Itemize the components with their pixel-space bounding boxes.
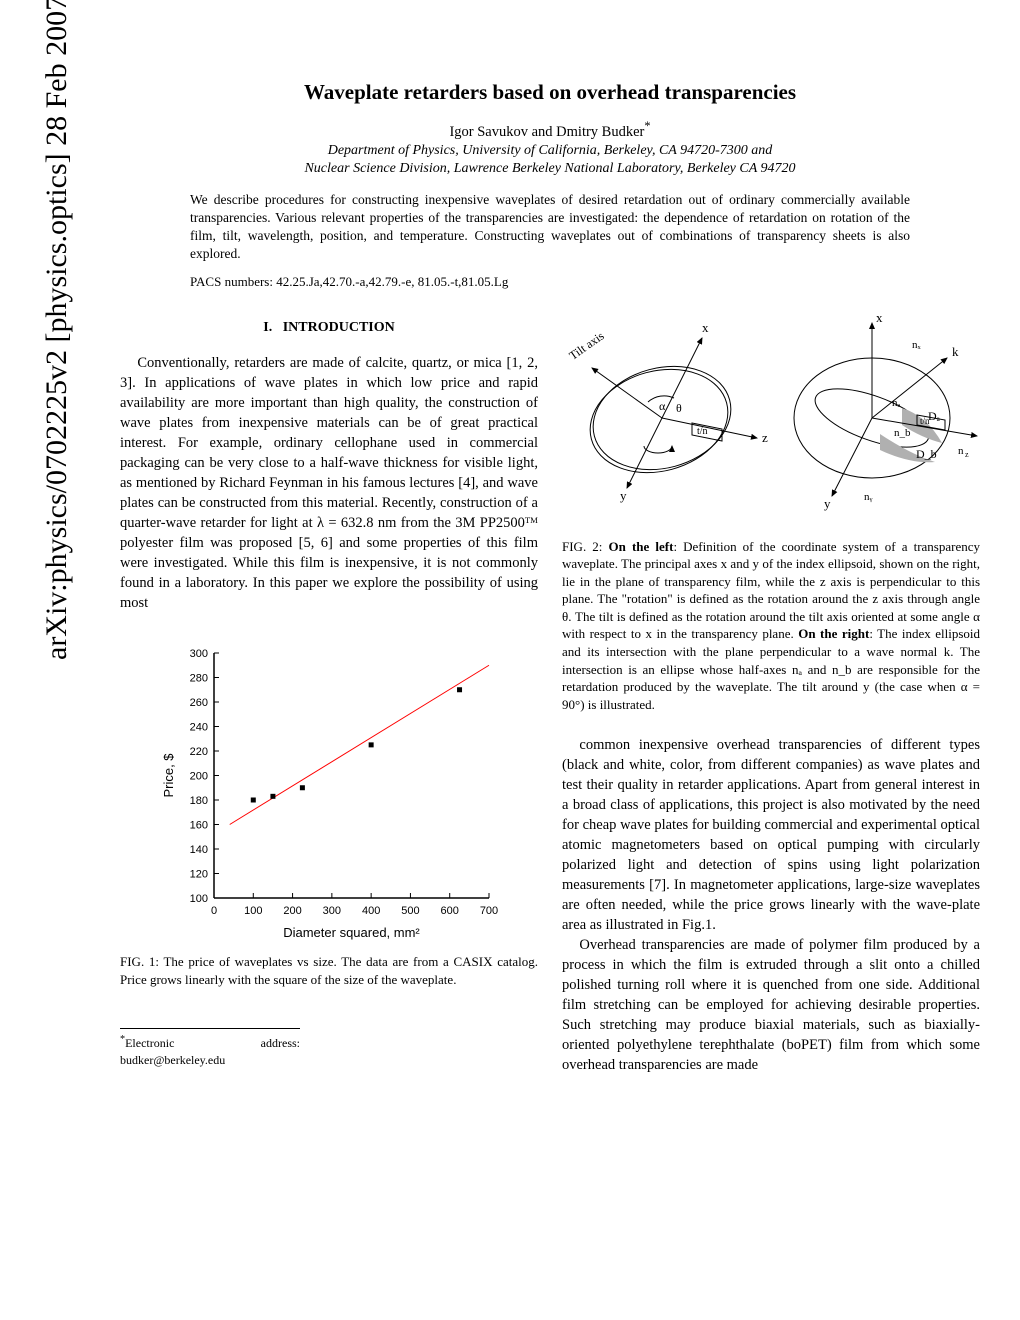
footnote: *Electronic address: budker@berkeley.edu (120, 1028, 300, 1068)
figure-1-caption: FIG. 1: The price of waveplates vs size.… (120, 953, 538, 988)
figure-1-chart: 1001201401601802002202402602803000100200… (159, 643, 499, 943)
svg-text:260: 260 (190, 697, 208, 709)
svg-text:600: 600 (441, 905, 459, 917)
section-title: INTRODUCTION (283, 320, 395, 335)
svg-text:y: y (824, 496, 831, 511)
author-names: Igor Savukov and Dmitry Budker (449, 124, 644, 140)
svg-text:t/n: t/n (920, 416, 930, 426)
pacs-numbers: PACS numbers: 42.25.Ja,42.70.-a,42.79.-e… (190, 274, 910, 290)
svg-text:Price, $: Price, $ (161, 753, 176, 798)
svg-text:Tilt axis: Tilt axis (566, 328, 606, 362)
section-1-heading: I. INTRODUCTION (120, 318, 538, 337)
svg-text:nᵧ: nᵧ (864, 491, 873, 503)
right-paragraph-2: Overhead transparencies are made of poly… (562, 935, 980, 1075)
svg-text:140: 140 (190, 844, 208, 856)
svg-text:160: 160 (190, 820, 208, 832)
svg-text:0: 0 (211, 905, 217, 917)
author-star: * (644, 119, 650, 133)
svg-text:180: 180 (190, 795, 208, 807)
paper-title: Waveplate retarders based on overhead tr… (120, 80, 980, 105)
footnote-text: Electronic address: budker@berkeley.edu (120, 1036, 300, 1067)
svg-text:120: 120 (190, 869, 208, 881)
authors: Igor Savukov and Dmitry Budker* (120, 119, 980, 141)
svg-text:200: 200 (190, 771, 208, 783)
affiliation-2: Nuclear Science Division, Lawrence Berke… (120, 161, 980, 177)
figure-2-diagram: xzyTilt axisαθt/nxzyknₓnᵧnznₐn_bDₐD_bt/n (562, 308, 980, 528)
fig2-cap-a: FIG. 2: (562, 539, 609, 554)
two-column-body: I. INTRODUCTION Conventionally, retarder… (120, 308, 980, 1075)
svg-text:700: 700 (480, 905, 498, 917)
svg-text:D_b: D_b (916, 447, 937, 461)
coordinate-ellipsoid-diagram: xzyTilt axisαθt/nxzyknₓnᵧnznₐn_bDₐD_bt/n (562, 308, 980, 528)
arxiv-id: arXiv:physics/0702225v2 [physics.optics]… (40, 0, 74, 660)
svg-text:k: k (952, 344, 959, 359)
svg-text:500: 500 (401, 905, 419, 917)
svg-text:300: 300 (190, 648, 208, 660)
svg-text:α: α (659, 399, 666, 413)
svg-text:200: 200 (283, 905, 301, 917)
svg-text:300: 300 (323, 905, 341, 917)
svg-text:n: n (958, 445, 964, 457)
abstract: We describe procedures for constructing … (190, 191, 910, 264)
svg-text:t/n: t/n (697, 426, 708, 437)
price-vs-size-chart: 1001201401601802002202402602803000100200… (159, 643, 499, 943)
svg-text:z: z (762, 430, 768, 445)
fig2-cap-b: On the left (609, 539, 674, 554)
affiliation-1: Department of Physics, University of Cal… (120, 143, 980, 159)
fig2-cap-d: On the right (798, 626, 869, 641)
svg-text:nₐ: nₐ (892, 397, 901, 409)
svg-text:Diameter squared, mm²: Diameter squared, mm² (283, 925, 420, 940)
svg-text:220: 220 (190, 746, 208, 758)
svg-text:100: 100 (244, 905, 262, 917)
svg-text:x: x (876, 310, 883, 325)
svg-text:x: x (702, 320, 709, 335)
svg-text:Dₐ: Dₐ (928, 409, 941, 423)
svg-text:280: 280 (190, 673, 208, 685)
figure-2-caption: FIG. 2: On the left: Definition of the c… (562, 538, 980, 713)
section-number: I. (263, 320, 272, 335)
right-paragraph-1: common inexpensive overhead transparenci… (562, 735, 980, 935)
svg-text:n_b: n_b (894, 427, 911, 439)
svg-text:y: y (620, 488, 627, 503)
svg-text:100: 100 (190, 893, 208, 905)
svg-text:θ: θ (676, 401, 682, 415)
svg-text:z: z (965, 450, 969, 459)
intro-paragraph-1: Conventionally, retarders are made of ca… (120, 353, 538, 613)
svg-text:400: 400 (362, 905, 380, 917)
right-column: xzyTilt axisαθt/nxzyknₓnᵧnznₐn_bDₐD_bt/n… (562, 308, 980, 1075)
svg-text:240: 240 (190, 722, 208, 734)
left-column: I. INTRODUCTION Conventionally, retarder… (120, 308, 538, 1075)
paper-page: Waveplate retarders based on overhead tr… (120, 80, 980, 1075)
svg-text:nₓ: nₓ (912, 339, 922, 351)
